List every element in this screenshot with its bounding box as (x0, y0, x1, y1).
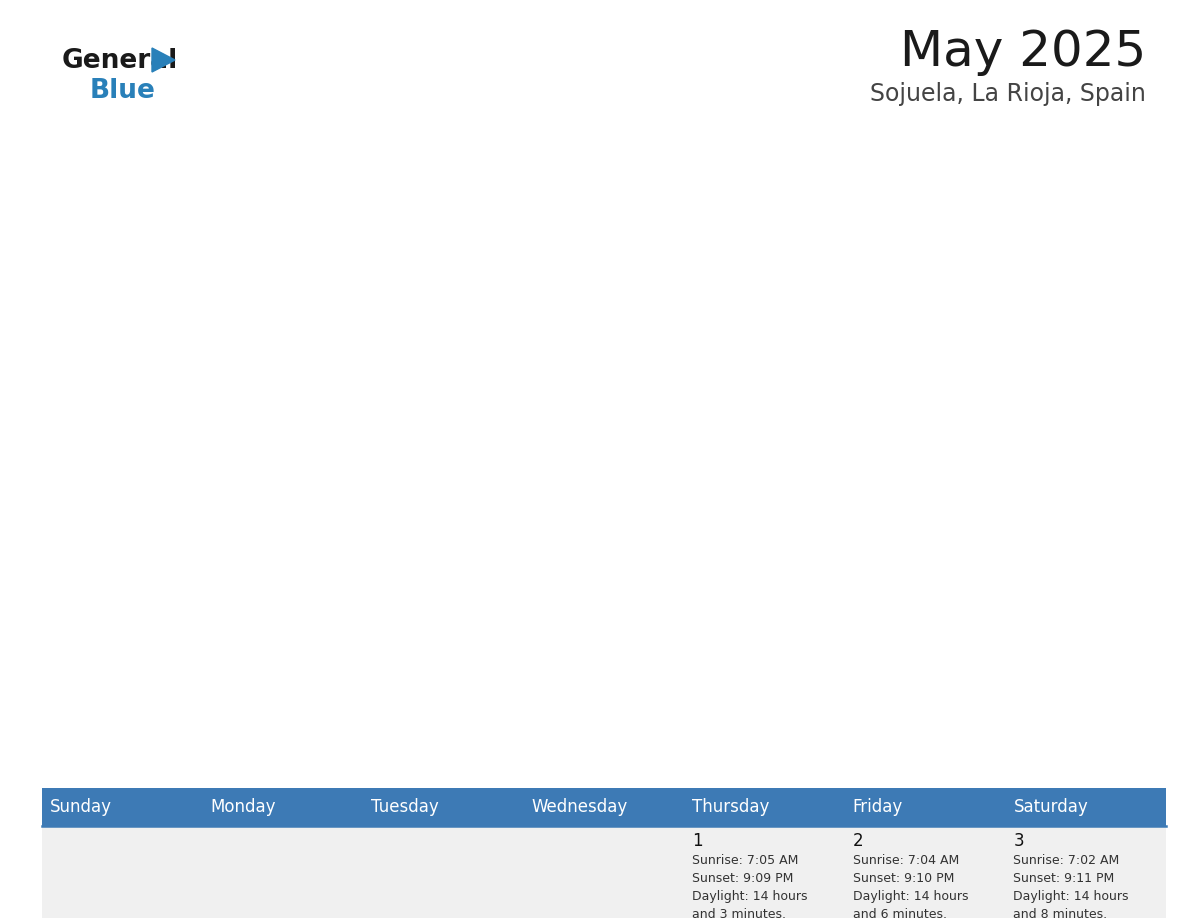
Bar (203, 826, 364, 918)
Text: Sunrise: 7:04 AM
Sunset: 9:10 PM
Daylight: 14 hours
and 6 minutes.: Sunrise: 7:04 AM Sunset: 9:10 PM Dayligh… (853, 854, 968, 918)
Text: General: General (62, 48, 178, 74)
Bar (684, 788, 845, 826)
Bar (364, 826, 524, 918)
Text: Sunday: Sunday (50, 798, 112, 816)
Bar (42, 826, 203, 918)
Bar (1005, 788, 1165, 826)
Bar (1005, 826, 1165, 918)
Text: Sojuela, La Rioja, Spain: Sojuela, La Rioja, Spain (870, 82, 1146, 106)
Text: Monday: Monday (210, 798, 276, 816)
Text: May 2025: May 2025 (899, 28, 1146, 76)
Bar (845, 826, 1005, 918)
Text: Blue: Blue (90, 78, 156, 104)
Text: Friday: Friday (853, 798, 903, 816)
Text: 1: 1 (693, 832, 703, 850)
Text: Sunrise: 7:02 AM
Sunset: 9:11 PM
Daylight: 14 hours
and 8 minutes.: Sunrise: 7:02 AM Sunset: 9:11 PM Dayligh… (1013, 854, 1129, 918)
Text: Saturday: Saturday (1013, 798, 1088, 816)
Text: Wednesday: Wednesday (532, 798, 628, 816)
Polygon shape (152, 48, 175, 72)
Bar (524, 826, 684, 918)
Bar (845, 788, 1005, 826)
Text: 3: 3 (1013, 832, 1024, 850)
Text: Thursday: Thursday (693, 798, 770, 816)
Text: 2: 2 (853, 832, 864, 850)
Bar (364, 788, 524, 826)
Bar (203, 788, 364, 826)
Bar (42, 788, 203, 826)
Bar (684, 826, 845, 918)
Bar (524, 788, 684, 826)
Text: Sunrise: 7:05 AM
Sunset: 9:09 PM
Daylight: 14 hours
and 3 minutes.: Sunrise: 7:05 AM Sunset: 9:09 PM Dayligh… (693, 854, 808, 918)
Text: Tuesday: Tuesday (371, 798, 438, 816)
